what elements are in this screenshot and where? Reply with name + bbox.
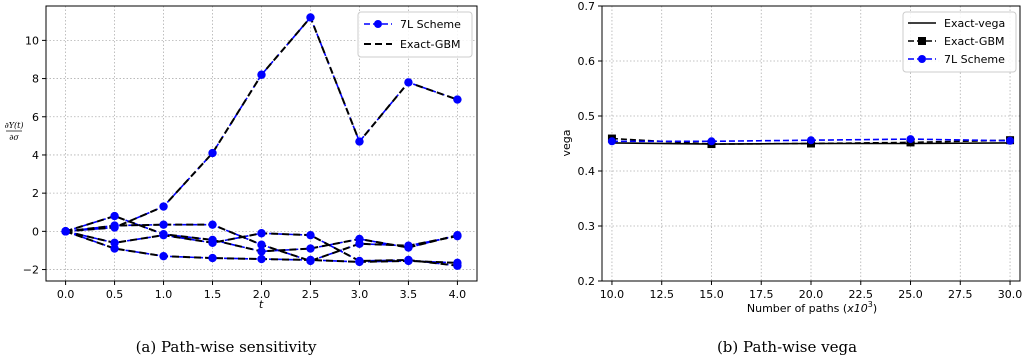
x-tick-label: 2.0	[253, 288, 271, 301]
legend-label-exact-gbm: Exact-GBM	[400, 38, 461, 51]
x-tick-label: 2.5	[302, 288, 320, 301]
x-tick-label: 27.5	[948, 288, 973, 301]
x-axis-label-prefix: Number of paths (	[747, 302, 847, 315]
x-tick-label: 12.5	[649, 288, 674, 301]
y-axis-label-denominator: ∂σ	[9, 133, 19, 142]
x-tick-label: 0.5	[106, 288, 124, 301]
legend-marker-exact-gbm	[918, 37, 926, 45]
x-tick-label: 30.0	[998, 288, 1022, 301]
7l-scheme-point	[208, 148, 217, 158]
caption-b: (b) Path-wise vega	[717, 338, 857, 356]
7l-scheme-point	[306, 255, 315, 265]
7l-scheme-point	[110, 221, 119, 230]
x-tick-label: 17.5	[749, 288, 774, 301]
7l-scheme-point	[208, 220, 217, 229]
7l-scheme-point	[306, 13, 315, 22]
7l-scheme-point	[110, 244, 119, 253]
x-tick-label: 20.0	[799, 288, 824, 301]
x-tick-label: 15.0	[699, 288, 724, 301]
7l-scheme-point	[807, 136, 815, 145]
y-tick-label: 0.3	[578, 220, 596, 233]
y-tick-label: 6	[32, 111, 39, 124]
legend-label-7l-scheme: 7L Scheme	[944, 53, 1005, 66]
legend-label-exact-gbm: Exact-GBM	[944, 35, 1005, 48]
y-axis-ticks: −2 0 2 4 6 8 10	[23, 34, 46, 277]
7l-scheme-point	[355, 257, 364, 267]
7l-scheme-point	[257, 70, 266, 79]
x-axis-label-suffix: )	[873, 302, 877, 315]
y-tick-label: 0.7	[578, 0, 596, 13]
y-tick-label: −2	[23, 264, 39, 277]
7l-scheme-point	[404, 241, 413, 250]
chart-path-wise-vega: 10.0 12.5 15.0 17.5 20.0 22.5 25.0 27.5 30.0 0.2…	[560, 0, 1022, 356]
7l-scheme-point	[208, 238, 217, 248]
y-tick-label: 0.4	[578, 165, 596, 178]
7l-scheme-point	[208, 253, 217, 263]
x-tick-label: 4.0	[449, 288, 467, 301]
legend: 7L Scheme Exact-GBM	[357, 11, 473, 58]
7l-scheme-point	[607, 137, 616, 146]
x-axis-label-var: x10	[846, 302, 868, 315]
7l-scheme-point	[257, 247, 266, 256]
series-markers	[607, 134, 1015, 149]
y-tick-label: 0.2	[578, 275, 596, 288]
x-axis-label-exponent: 3	[868, 300, 873, 309]
caption-a: (a) Path-wise sensitivity	[136, 338, 317, 356]
y-tick-label: 0	[32, 225, 39, 238]
7l-scheme-point	[159, 220, 168, 229]
7l-scheme-point	[355, 239, 364, 248]
7l-scheme-point	[906, 135, 915, 144]
7l-scheme-point	[257, 240, 266, 249]
7l-scheme-point	[306, 230, 315, 240]
y-tick-label: 4	[32, 149, 39, 162]
y-axis-ticks: 0.2 0.3 0.4 0.5 0.6 0.7	[578, 0, 602, 288]
7l-scheme-point	[1006, 136, 1015, 145]
7l-scheme-point	[453, 258, 462, 268]
y-tick-label: 2	[32, 187, 39, 200]
x-axis-label: Number of paths (x103)	[747, 300, 877, 315]
x-tick-label: 1.5	[204, 288, 222, 301]
x-tick-label: 0.0	[57, 288, 75, 301]
7l-scheme-point	[159, 230, 168, 240]
legend-marker-7l-scheme	[918, 55, 926, 63]
y-axis-label-numerator: ∂Y(t)	[5, 121, 24, 130]
7l-scheme-point	[355, 137, 364, 146]
x-axis-ticks: 0.0 0.5 1.0 1.5 2.0 2.5 3.0 3.5 4.0	[57, 281, 466, 301]
7l-scheme-point	[257, 254, 266, 264]
x-tick-label: 10.0	[600, 288, 625, 301]
7l-scheme-point	[159, 251, 168, 261]
y-tick-label: 0.5	[578, 110, 596, 123]
y-axis-label: vega	[560, 129, 573, 156]
x-tick-label: 3.5	[400, 288, 418, 301]
legend-marker-7l-scheme	[374, 20, 382, 28]
x-axis-label: t	[259, 298, 264, 311]
legend: Exact-vega Exact-GBM 7L Scheme	[902, 11, 1017, 73]
x-tick-label: 22.5	[849, 288, 874, 301]
x-axis-ticks: 10.0 12.5 15.0 17.5 20.0 22.5 25.0 27.5 30.0	[600, 281, 1022, 301]
7l-scheme-point	[306, 244, 315, 253]
x-tick-label: 3.0	[351, 288, 369, 301]
y-axis-label: ∂Y(t) ∂σ	[5, 121, 24, 142]
7l-scheme-point	[110, 211, 119, 221]
legend-label-exact-vega: Exact-vega	[944, 17, 1005, 30]
series-markers	[61, 13, 462, 270]
7l-scheme-point	[159, 202, 168, 211]
7l-scheme-point	[61, 227, 70, 236]
7l-scheme-point	[453, 231, 462, 241]
7l-scheme-point	[453, 95, 462, 104]
7l-scheme-point	[404, 256, 413, 266]
7l-scheme-point	[257, 229, 266, 238]
y-tick-label: 0.6	[578, 55, 596, 68]
7l-scheme-point	[707, 137, 716, 146]
legend-label-7l-scheme: 7L Scheme	[400, 18, 461, 31]
y-tick-label: 10	[25, 34, 39, 47]
x-tick-label: 1.0	[155, 288, 173, 301]
x-tick-label: 25.0	[898, 288, 923, 301]
7l-scheme-point	[404, 78, 413, 87]
y-tick-label: 8	[32, 73, 39, 86]
legend-box	[902, 11, 1017, 73]
